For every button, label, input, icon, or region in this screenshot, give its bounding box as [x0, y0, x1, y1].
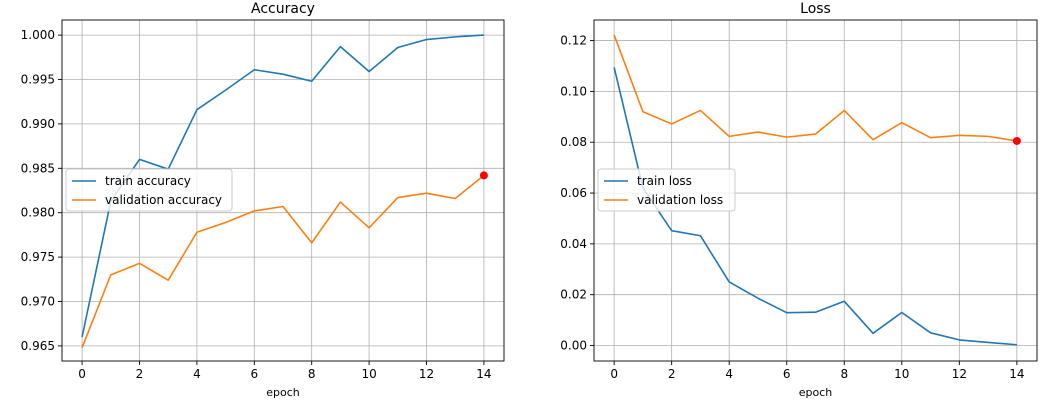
x-tick-label: 10	[361, 367, 376, 381]
x-tick-label: 14	[476, 367, 491, 381]
y-tick-label: 0.985	[21, 161, 55, 175]
y-tick-label: 0.08	[560, 135, 587, 149]
chart-title: Loss	[800, 1, 831, 17]
x-tick-label: 6	[783, 367, 791, 381]
x-tick-label: 8	[840, 367, 848, 381]
x-tick-label: 6	[250, 367, 258, 381]
y-tick-label: 0.970	[21, 295, 55, 309]
y-tick-label: 0.965	[21, 339, 55, 353]
y-tick-label: 0.02	[560, 288, 587, 302]
x-axis-label: epoch	[266, 386, 300, 399]
x-tick-label: 12	[419, 367, 434, 381]
highlight-point	[1012, 136, 1021, 145]
legend-label: validation loss	[637, 193, 723, 207]
series-line-train-loss	[613, 67, 1017, 346]
x-axis-label: epoch	[799, 386, 833, 399]
legend-frame	[65, 168, 233, 212]
x-tick-label: 14	[1009, 367, 1024, 381]
highlight-point	[479, 171, 488, 180]
y-tick-label: 0.10	[560, 84, 587, 98]
x-tick-label: 2	[136, 367, 144, 381]
y-tick-label: 0.995	[21, 72, 55, 86]
x-tick-label: 0	[78, 367, 86, 381]
y-tick-label: 0.04	[560, 237, 587, 251]
legend-label: validation accuracy	[105, 193, 222, 207]
x-tick-label: 12	[952, 367, 967, 381]
x-tick-label: 4	[725, 367, 733, 381]
x-tick-label: 0	[610, 367, 618, 381]
y-tick-label: 1.000	[21, 28, 55, 42]
legend: train accuracy validation accuracy	[65, 168, 233, 212]
legend-frame	[597, 168, 736, 212]
x-tick-label: 10	[894, 367, 909, 381]
y-tick-label: 0.990	[21, 117, 55, 131]
chart-title: Accuracy	[251, 1, 315, 17]
x-tick-label: 4	[193, 367, 201, 381]
legend-label: train loss	[637, 174, 692, 188]
x-tick-label: 2	[668, 367, 676, 381]
chart-1: 0 2 4 6 8 10 12 14 0.00 0.02 0.04 0.06 0.08 0.10 0.12 L…	[560, 1, 1038, 399]
axes-frame	[61, 19, 505, 362]
y-tick-label: 0.12	[560, 34, 587, 48]
legend: train loss validation loss	[597, 168, 736, 212]
series-line-train-accuracy	[81, 34, 484, 338]
y-tick-label: 0.975	[21, 250, 55, 264]
x-tick-label: 8	[308, 367, 316, 381]
series-line-validation-accuracy	[81, 174, 485, 348]
legend-label: train accuracy	[105, 174, 191, 188]
chart-0: 0 2 4 6 8 10 12 14 0.965 0.970 0.975 0.980 0.985 0.99…	[21, 1, 505, 399]
series-line-validation-loss	[613, 34, 1017, 142]
y-tick-label: 0.06	[560, 186, 587, 200]
y-tick-label: 0.980	[21, 206, 55, 220]
axes-frame	[593, 19, 1038, 362]
y-tick-label: 0.00	[560, 339, 587, 353]
